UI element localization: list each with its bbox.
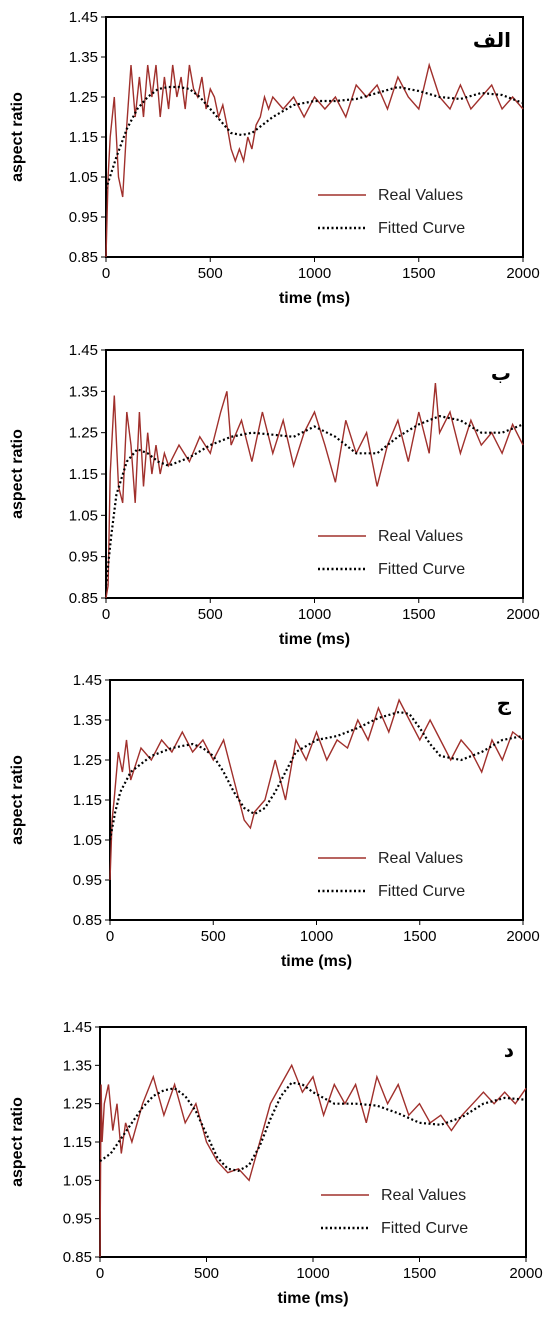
panel-label: د	[504, 1038, 514, 1062]
legend-entry: Real Values	[378, 850, 463, 867]
legend-entry: Real Values	[378, 528, 463, 545]
series-line-fitted-curve	[104, 85, 524, 190]
y-tick-label: 1.25	[69, 89, 98, 106]
y-tick-label: 1.15	[73, 792, 102, 809]
legend-entry: Real Values	[381, 1187, 466, 1204]
y-tick-label: 1.25	[73, 752, 102, 769]
x-axis-title: time (ms)	[281, 953, 352, 970]
y-axis-title: aspect ratio	[9, 92, 26, 182]
panel-label: الف	[473, 28, 511, 52]
legend-entry: Fitted Curve	[378, 220, 465, 237]
x-axis-title: time (ms)	[279, 290, 350, 307]
x-tick-label: 1500	[403, 1265, 436, 1282]
x-tick-label: 0	[102, 265, 110, 282]
x-tick-label: 1000	[298, 265, 331, 282]
x-tick-label: 1000	[296, 1265, 329, 1282]
y-tick-label: 1.45	[63, 1019, 92, 1036]
plot-area-frame	[105, 16, 524, 258]
y-tick-label: 1.05	[69, 507, 98, 524]
x-tick-label: 500	[194, 1265, 219, 1282]
y-tick-label: 0.85	[63, 1249, 92, 1266]
y-axis-title: aspect ratio	[9, 429, 26, 519]
y-tick-label: 0.95	[69, 549, 98, 566]
x-tick-label: 2000	[506, 265, 539, 282]
legend: Real Values Fitted Curve	[318, 850, 465, 900]
x-tick-label: 0	[96, 1265, 104, 1282]
x-tick-label: 1000	[298, 606, 331, 623]
plot-area-frame	[109, 679, 524, 921]
x-tick-label: 2000	[506, 928, 539, 945]
y-tick-label: 1.15	[69, 129, 98, 146]
y-tick-label: 1.45	[69, 9, 98, 26]
series-line-real-values	[109, 698, 524, 881]
series-line-fitted-curve	[104, 414, 524, 586]
y-tick-label: 1.15	[69, 466, 98, 483]
legend-entry: Fitted Curve	[378, 561, 465, 578]
legend-entry: Fitted Curve	[381, 1220, 468, 1237]
series-line-real-values	[105, 383, 524, 599]
x-tick-label: 1500	[403, 928, 436, 945]
chart-panel-3: 0.85 0.95 1.05 1.15 1.25 1.35 1.45 0 500 1000 1500…	[9, 672, 540, 970]
legend: Real Values Fitted Curve	[318, 187, 465, 237]
panel-label: ب	[491, 361, 511, 385]
x-tick-label: 500	[198, 606, 223, 623]
plot-area-frame	[105, 349, 524, 599]
y-tick-label: 0.85	[73, 912, 102, 929]
plot-area-frame	[99, 1026, 527, 1258]
x-tick-label: 500	[198, 265, 223, 282]
x-axis-title: time (ms)	[277, 1290, 348, 1307]
x-tick-label: 1500	[402, 606, 435, 623]
x-tick-label: 1500	[402, 265, 435, 282]
y-tick-label: 1.05	[73, 832, 102, 849]
chart-panel-2: 0.85 0.95 1.05 1.15 1.25 1.35 1.45 0 500 1000 1500…	[9, 342, 540, 648]
chart-panel-1: 0.85 0.95 1.05 1.15 1.25 1.35 1.45 0 500 1000 1500…	[9, 9, 540, 307]
x-tick-label: 1000	[300, 928, 333, 945]
x-tick-label: 2000	[506, 606, 539, 623]
legend-entry: Fitted Curve	[378, 883, 465, 900]
y-tick-label: 1.35	[69, 49, 98, 66]
x-tick-label: 0	[106, 928, 114, 945]
y-tick-label: 0.95	[73, 872, 102, 889]
y-tick-label: 1.35	[69, 383, 98, 400]
y-tick-label: 1.35	[73, 712, 102, 729]
y-axis-title: aspect ratio	[9, 1097, 26, 1187]
series-line-real-values	[105, 62, 524, 258]
y-tick-label: 1.15	[63, 1134, 92, 1151]
x-tick-label: 2000	[509, 1265, 542, 1282]
y-tick-label: 0.95	[63, 1211, 92, 1228]
y-tick-label: 1.25	[63, 1096, 92, 1113]
y-tick-label: 1.45	[73, 672, 102, 689]
panel-label: ج	[497, 691, 512, 715]
y-tick-label: 1.45	[69, 342, 98, 359]
y-axis-title: aspect ratio	[9, 755, 26, 845]
x-axis-title: time (ms)	[279, 631, 350, 648]
y-tick-label: 0.85	[69, 590, 98, 607]
y-tick-label: 1.25	[69, 425, 98, 442]
y-tick-label: 1.35	[63, 1057, 92, 1074]
y-tick-label: 0.95	[69, 209, 98, 226]
x-tick-label: 500	[201, 928, 226, 945]
x-tick-label: 0	[102, 606, 110, 623]
y-tick-label: 1.05	[69, 169, 98, 186]
y-tick-label: 0.85	[69, 249, 98, 266]
legend: Real Values Fitted Curve	[318, 528, 465, 578]
y-tick-label: 1.05	[63, 1172, 92, 1189]
chart-panel-4: 0.85 0.95 1.05 1.15 1.25 1.35 1.45 0 500 1000 1500…	[9, 1019, 543, 1307]
legend: Real Values Fitted Curve	[321, 1187, 468, 1237]
legend-entry: Real Values	[378, 187, 463, 204]
